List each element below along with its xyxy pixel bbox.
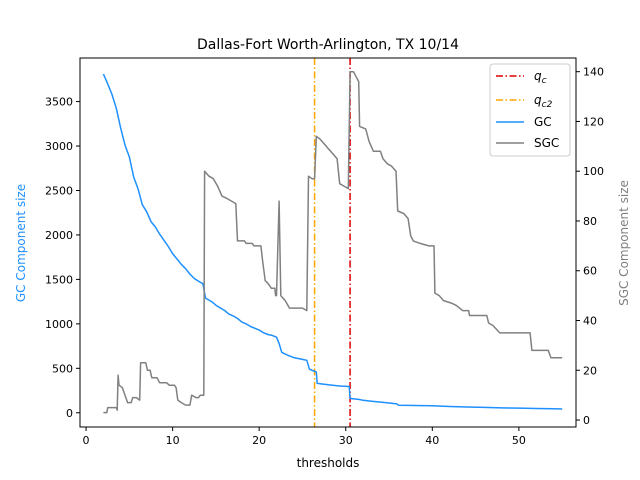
y2-tick-label: 0 xyxy=(583,414,590,427)
legend-label-qc2: qc2 xyxy=(534,93,553,110)
legend-box xyxy=(489,63,571,157)
x-tick-label: 30 xyxy=(339,434,353,447)
y-tick-label: 2500 xyxy=(45,184,73,197)
x-tick-label: 50 xyxy=(512,434,526,447)
legend-label-gc: GC xyxy=(534,115,552,129)
legend-label-qc: qc xyxy=(534,69,547,86)
y2-axis-label: SGC Component size xyxy=(617,180,631,306)
y-tick-label: 2000 xyxy=(45,229,73,242)
y2-tick-label: 40 xyxy=(583,315,597,328)
series-line-gc xyxy=(102,73,563,410)
series-layer xyxy=(102,70,563,414)
y-tick-label: 1500 xyxy=(45,273,73,286)
y-axis-label: GC Component size xyxy=(14,184,28,302)
y2-tick-label: 60 xyxy=(583,265,597,278)
series-line-sgc xyxy=(103,70,563,414)
plot-frame xyxy=(79,57,577,428)
x-axis: 0 10 20 30 40 50 xyxy=(83,427,526,447)
y2-tick-label: 20 xyxy=(583,364,597,377)
chart-title: Dallas-Fort Worth-Arlington, TX 10/14 xyxy=(197,37,459,53)
y2-tick-label: 120 xyxy=(583,115,604,128)
y2-tick-label: 140 xyxy=(583,66,604,79)
x-tick-label: 40 xyxy=(425,434,439,447)
y2-tick-label: 80 xyxy=(583,215,597,228)
y-axis-right: 0 20 40 60 80 100 120 140 xyxy=(576,66,604,427)
legend: qc qc2 GC SGC xyxy=(489,63,571,157)
y-tick-label: 3500 xyxy=(45,96,73,109)
y-axis-left: 0 500 1000 1500 2000 2500 3000 3500 xyxy=(45,96,80,420)
legend-label-sgc: SGC xyxy=(534,136,559,150)
y-tick-label: 0 xyxy=(66,407,73,420)
y2-tick-label: 100 xyxy=(583,165,604,178)
x-tick-label: 20 xyxy=(252,434,266,447)
x-tick-label: 0 xyxy=(83,434,90,447)
y-tick-label: 1000 xyxy=(45,318,73,331)
x-axis-label: thresholds xyxy=(297,456,360,470)
threshold-lines xyxy=(313,58,351,427)
y-tick-label: 3000 xyxy=(45,140,73,153)
y-tick-label: 500 xyxy=(52,362,73,375)
x-tick-label: 10 xyxy=(166,434,180,447)
